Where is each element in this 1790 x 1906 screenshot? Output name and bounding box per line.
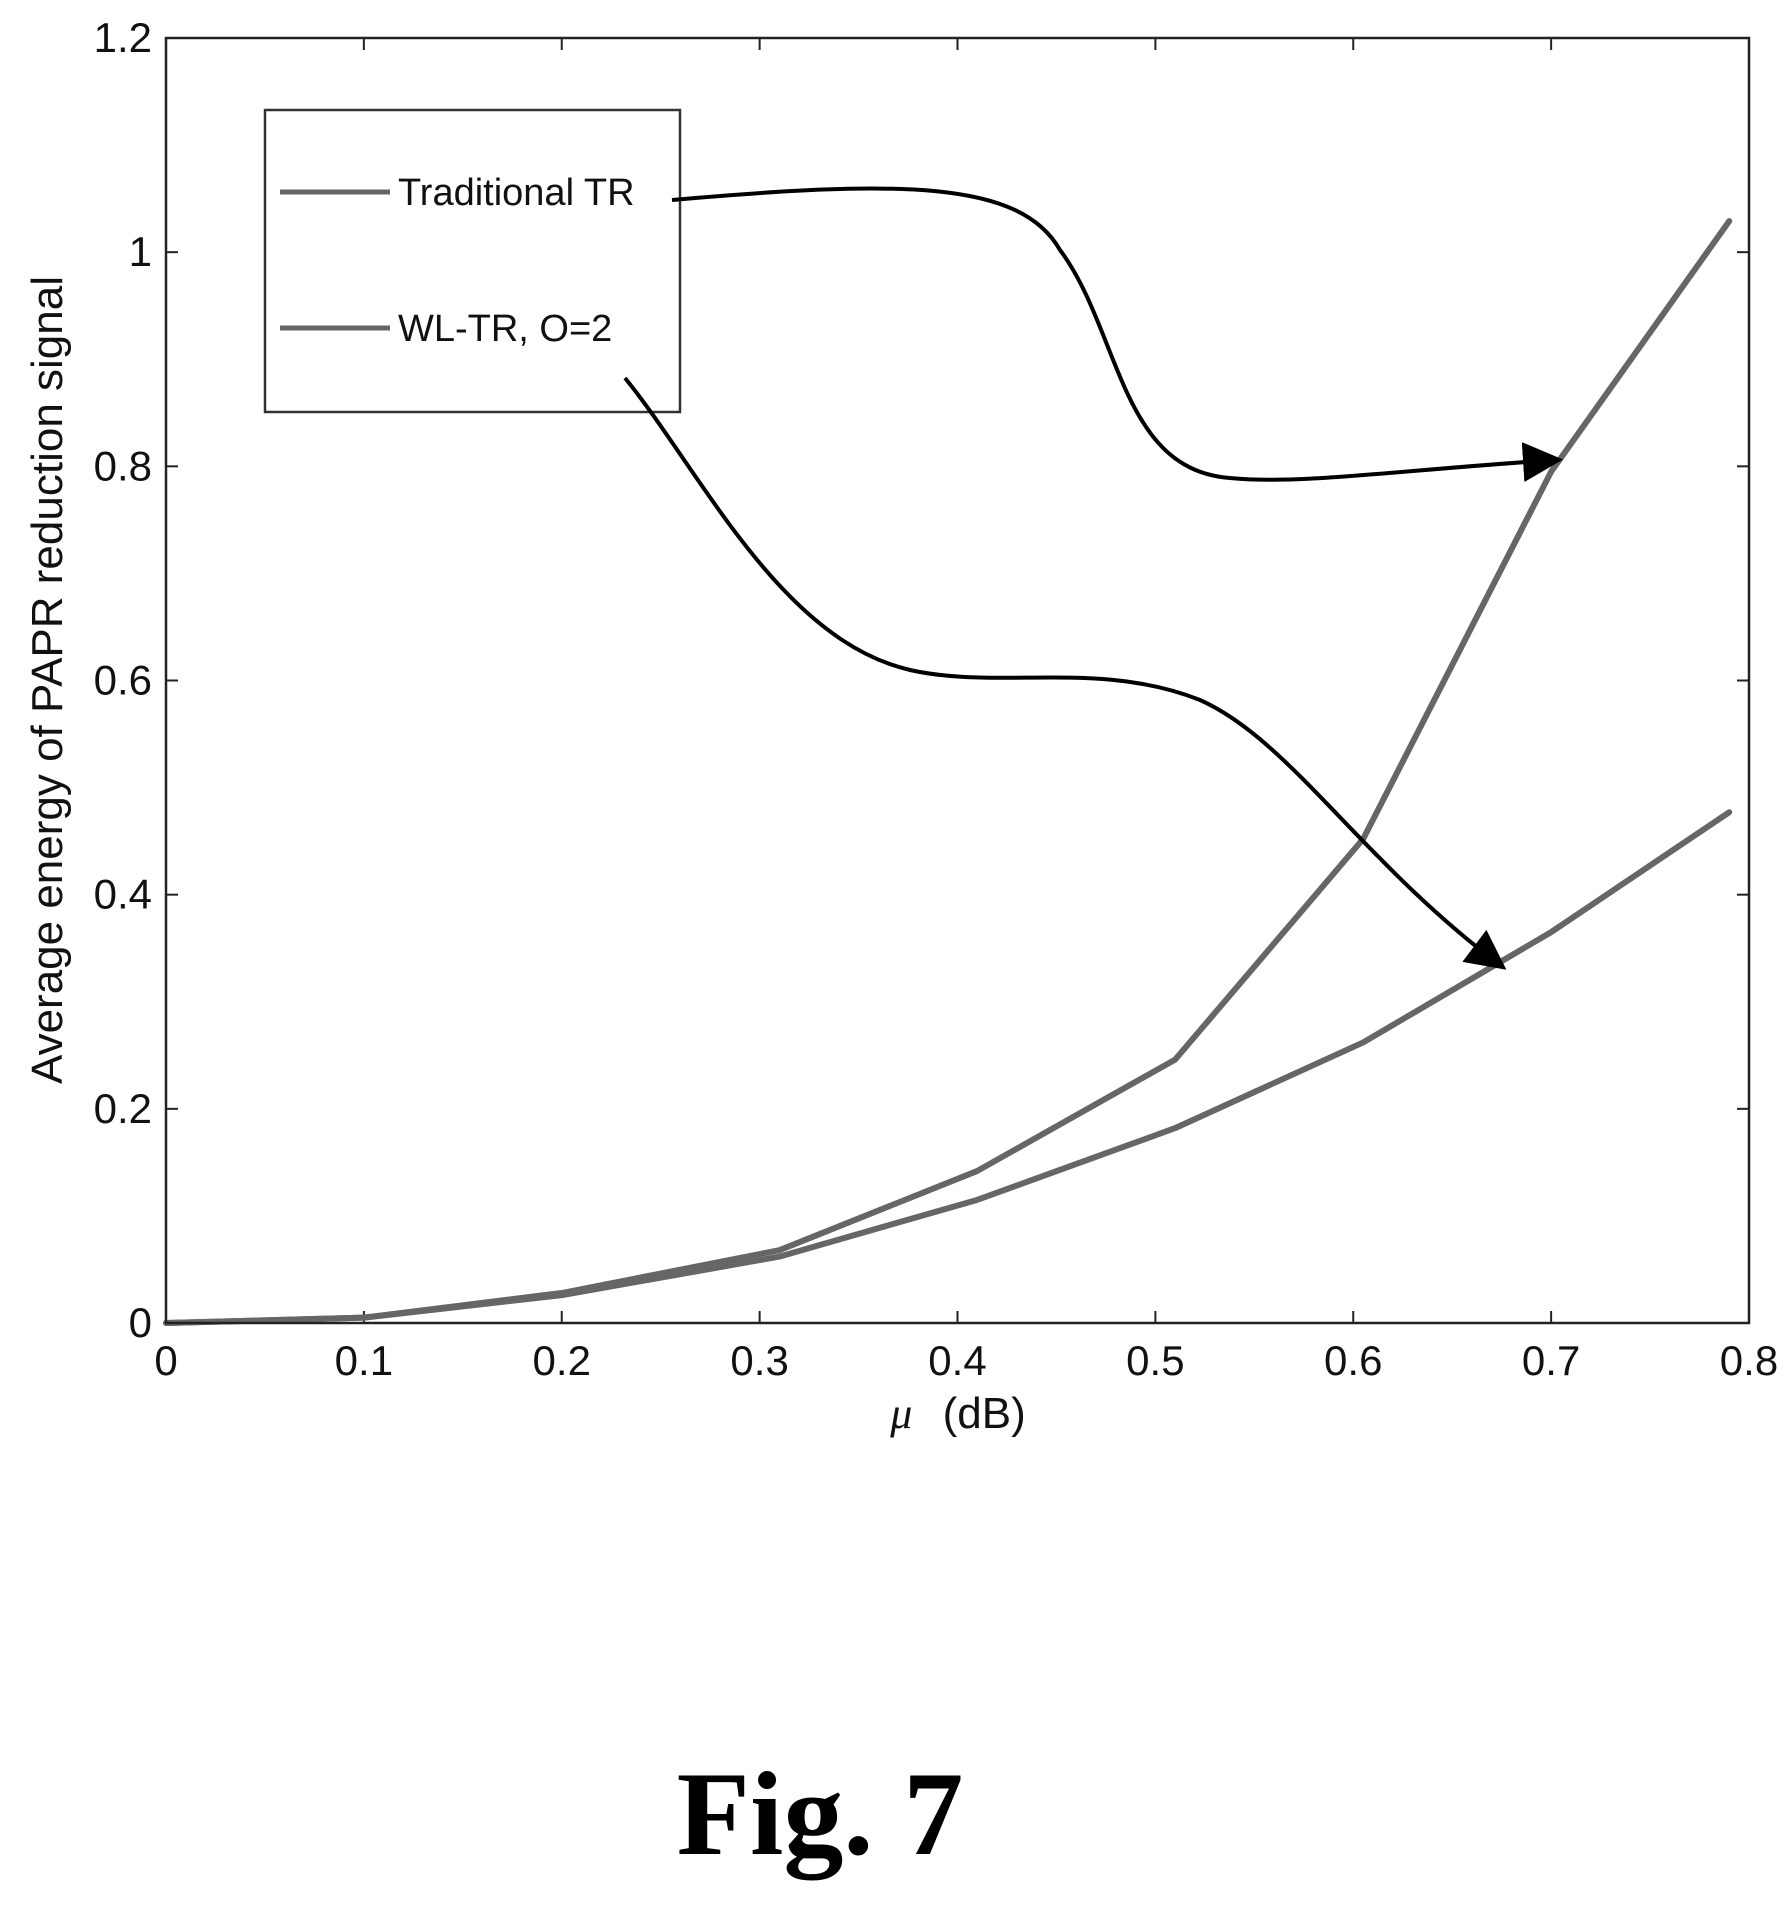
legend-label-traditional-tr: Traditional TR	[398, 172, 635, 214]
y-tick-label: 1.2	[94, 14, 152, 61]
legend: Traditional TR WL-TR, O=2	[263, 108, 682, 414]
legend-box	[263, 108, 682, 414]
annotation-arrow-wl-tr	[623, 376, 1507, 970]
x-tick-label: 0.6	[1324, 1337, 1382, 1384]
x-tick-label: 0	[154, 1337, 177, 1384]
y-tick-label: 0	[129, 1299, 152, 1346]
x-axis-label: μ (dB)	[889, 1389, 1025, 1438]
x-axis-label-symbol: μ	[889, 1389, 912, 1438]
y-tick-label: 1	[129, 228, 152, 275]
x-tick-label: 0.4	[928, 1337, 986, 1384]
x-tick-label: 0.5	[1126, 1337, 1184, 1384]
x-tick-label: 0.7	[1522, 1337, 1580, 1384]
x-axis-label-unit: (dB)	[943, 1389, 1026, 1438]
plot-frame	[164, 36, 1751, 1325]
x-tick-label: 0.1	[335, 1337, 393, 1384]
series-line-wl-tr	[163, 809, 1733, 1326]
y-tick-label: 0.4	[94, 871, 152, 918]
y-axis-label: Average energy of PAPR reduction signal	[23, 276, 72, 1084]
y-tick-label: 0.8	[94, 442, 152, 489]
legend-label-wl-tr: WL-TR, O=2	[398, 308, 612, 350]
x-tick-label: 0.8	[1720, 1337, 1778, 1384]
ticks-layer: 0 0.1 0.2 0.3 0.4 0.5 0.6 0.7 0.8 0 0.2 0.4 0.6 0.8 1 1…	[94, 14, 1779, 1384]
y-tick-label: 0.2	[94, 1085, 152, 1132]
y-tick-label: 0.6	[94, 657, 152, 704]
annotation-arrow-traditional-tr	[671, 186, 1563, 483]
x-tick-label: 0.2	[533, 1337, 591, 1384]
x-tick-label: 0.3	[730, 1337, 788, 1384]
figure-caption: Fig. 7	[676, 1747, 964, 1880]
